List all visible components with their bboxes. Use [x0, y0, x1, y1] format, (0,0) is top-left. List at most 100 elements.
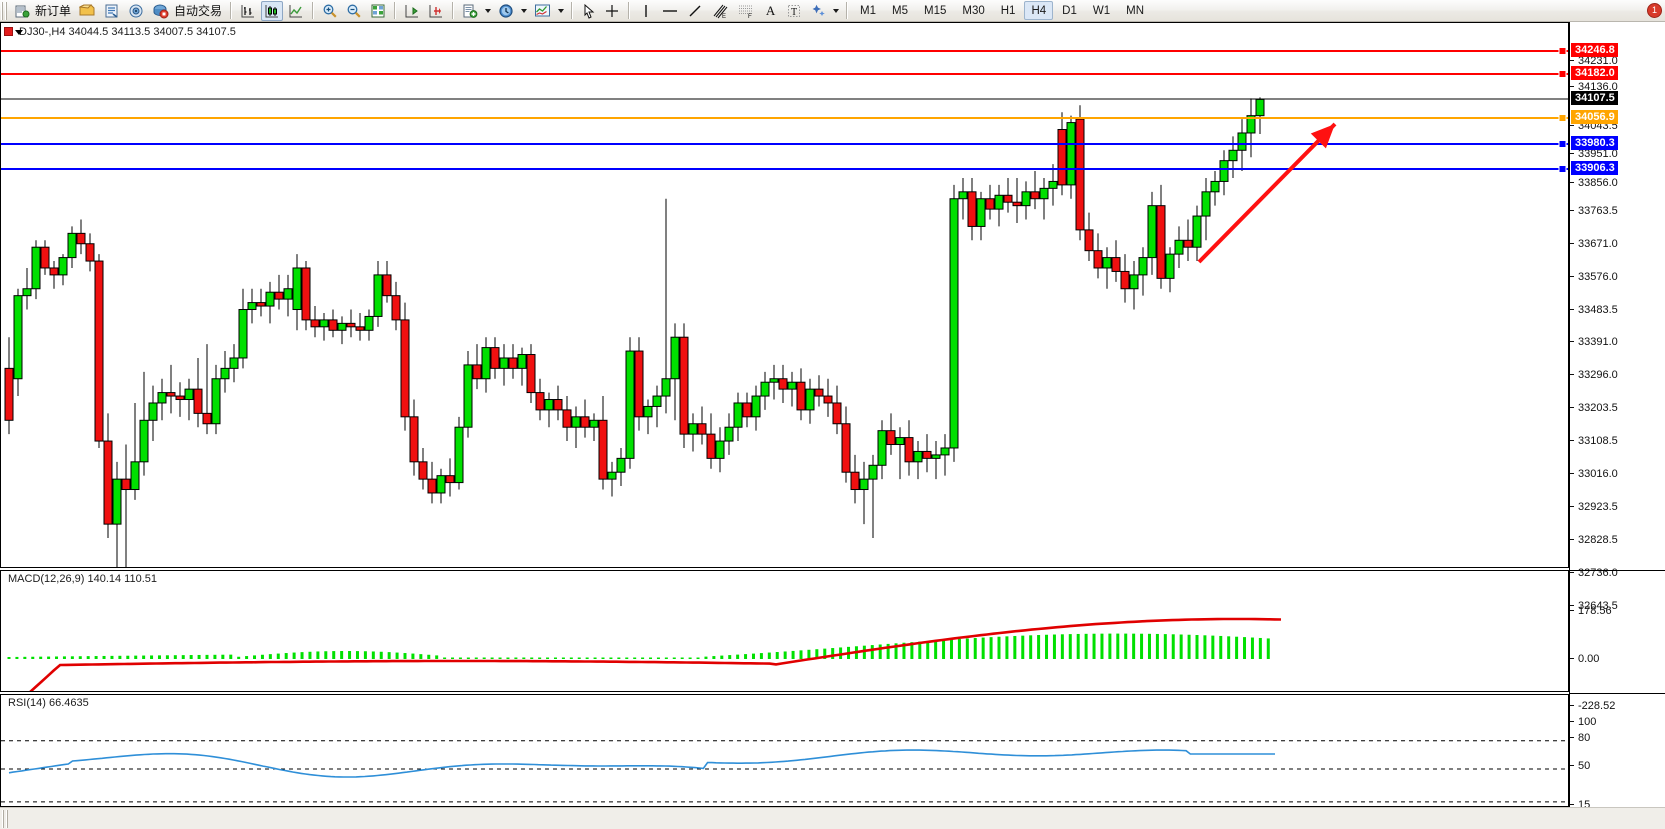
axis-tick-label: 33951.0 [1570, 148, 1618, 160]
vertical-line-button[interactable] [635, 1, 656, 21]
axis-tick-label: 33203.5 [1570, 402, 1618, 414]
tile-windows-button[interactable] [367, 1, 389, 21]
navigator-icon [129, 4, 143, 17]
axis-divider [1570, 570, 1665, 571]
price-axis[interactable]: 34231.0 34136.0 34043.5 33951.0 33856.0 33763… [1569, 22, 1665, 829]
axis-tick-label: 32643.5 [1570, 600, 1618, 612]
candlestick-chart-button[interactable] [261, 0, 284, 21]
new-order-label: 新订单 [35, 3, 72, 18]
symbol-ohlc-label: DJ30-,H4 34044.5 34113.5 34007.5 34107.5 [17, 26, 238, 38]
main-toolbar: 新订单 [0, 0, 1665, 22]
auto-scroll-icon [429, 4, 443, 17]
toolbar-grip[interactable] [1, 1, 8, 20]
zoom-in-button[interactable] [319, 1, 341, 21]
zoom-in-icon [323, 4, 337, 18]
data-folder-button[interactable] [76, 1, 99, 21]
price-tag-current-bid[interactable]: 34107.5 [1571, 91, 1618, 105]
autotrading-icon [153, 4, 169, 18]
line-chart-button[interactable] [285, 1, 307, 21]
period-button[interactable] [495, 1, 517, 21]
price-tag-stop-level-1[interactable]: 33980.3 [1571, 136, 1618, 150]
axis-tick-label: 34231.0 [1570, 55, 1618, 67]
price-tag-take-profit-2[interactable]: 34246.8 [1571, 43, 1618, 57]
chevron-down-icon[interactable] [15, 30, 23, 35]
horizontal-line-button[interactable] [658, 1, 682, 21]
auto-scroll-button[interactable] [425, 1, 447, 21]
axis-tick-label: 32736.0 [1570, 567, 1618, 579]
text-button[interactable]: A [765, 2, 776, 18]
equidistant-channel-button[interactable]: E [708, 1, 732, 21]
axis-tick-label: 33296.0 [1570, 369, 1618, 381]
new-order-button[interactable] [11, 1, 33, 21]
symbol-flag-icon [4, 27, 13, 36]
bar-chart-button[interactable] [237, 1, 259, 21]
cursor-icon [584, 3, 594, 19]
zoom-out-button[interactable] [343, 1, 365, 21]
axis-tick-label: 34136.0 [1570, 81, 1618, 93]
axis-tick-label: 32923.5 [1570, 501, 1618, 513]
indicators-icon [535, 4, 551, 17]
timeframe-button-m15[interactable]: M15 [924, 5, 947, 17]
timeframe-button-w1[interactable]: W1 [1092, 5, 1111, 17]
axis-tick-label: 33391.0 [1570, 336, 1618, 348]
notification-badge[interactable]: 1 [1647, 3, 1662, 18]
templates-dropdown-arrow[interactable] [482, 1, 493, 21]
fibonacci-button[interactable]: F [734, 1, 758, 21]
timeframe-button-h4[interactable]: H4 [1024, 1, 1054, 20]
timeframe-button-m1[interactable]: M1 [860, 5, 877, 17]
price-pane[interactable]: DJ30-,H4 34044.5 34113.5 34007.5 34107.5 [0, 22, 1569, 568]
text-label-button[interactable]: T [783, 1, 805, 21]
crosshair-button[interactable] [601, 1, 623, 21]
shapes-button[interactable] [807, 1, 829, 21]
toolbar-separator-6 [628, 2, 631, 19]
price-candles [1, 47, 1568, 567]
toolbar-separator-5 [571, 2, 574, 19]
axis-tick-label: 33016.0 [1570, 468, 1618, 480]
timeframe-button-m30[interactable]: M30 [962, 5, 985, 17]
trendline-icon [689, 5, 701, 16]
indicators-dropdown-arrow[interactable] [555, 1, 566, 21]
rsi-pane[interactable]: RSI(14) 66.4635 [0, 694, 1569, 807]
bullish-trend-arrow [1197, 122, 1337, 264]
status-grip[interactable] [2, 810, 9, 828]
price-tag-take-profit-1[interactable]: 34182.0 [1571, 66, 1618, 80]
price-tag-entry-price[interactable]: 34056.9 [1571, 110, 1618, 124]
shapes-dropdown-arrow[interactable] [830, 1, 841, 21]
rsi-plot [1, 740, 1568, 803]
text-label-icon: T [788, 4, 801, 18]
axis-tick-label: 33483.5 [1570, 304, 1618, 316]
chart-shift-button[interactable] [401, 1, 423, 21]
timeframe-button-m5[interactable]: M5 [892, 5, 908, 17]
template-icon [463, 4, 478, 18]
toolbar-separator-3 [394, 2, 397, 19]
autotrading-label: 自动交易 [174, 3, 223, 18]
status-bar [0, 807, 1665, 829]
candlestick-icon [265, 4, 279, 17]
clock-icon [499, 3, 513, 18]
timeframe-button-d1[interactable]: D1 [1062, 5, 1077, 17]
period-dropdown-arrow[interactable] [518, 1, 529, 21]
indicators-button[interactable] [531, 1, 554, 21]
svg-text:E: E [722, 14, 726, 19]
cursor-button[interactable] [578, 1, 599, 21]
market-watch-button[interactable] [101, 1, 123, 21]
timeframe-button-mn[interactable]: MN [1126, 5, 1144, 17]
macd-pane[interactable]: MACD(12,26,9) 140.14 110.51 [0, 570, 1569, 692]
navigator-button[interactable] [125, 1, 147, 21]
horizontal-line-icon [663, 9, 678, 12]
shapes-icon [812, 4, 825, 16]
market-watch-icon [105, 4, 118, 18]
price-tag-stop-level-2[interactable]: 33906.3 [1571, 161, 1618, 175]
axis-tick-label: 80 [1570, 732, 1590, 744]
grid-icon [371, 4, 385, 17]
macd-label: MACD(12,26,9) 140.14 110.51 [6, 573, 159, 585]
axis-divider [1570, 693, 1665, 694]
axis-tick-label: 0.00 [1570, 653, 1599, 665]
templates-button[interactable] [459, 1, 481, 21]
axis-tick-label: 50 [1570, 760, 1590, 772]
zoom-out-icon [347, 4, 361, 18]
trendline-button[interactable] [684, 1, 706, 21]
chart-area[interactable]: DJ30-,H4 34044.5 34113.5 34007.5 34107.5… [0, 22, 1665, 829]
timeframe-button-h1[interactable]: H1 [1000, 5, 1016, 17]
autotrading-button[interactable] [149, 1, 172, 21]
